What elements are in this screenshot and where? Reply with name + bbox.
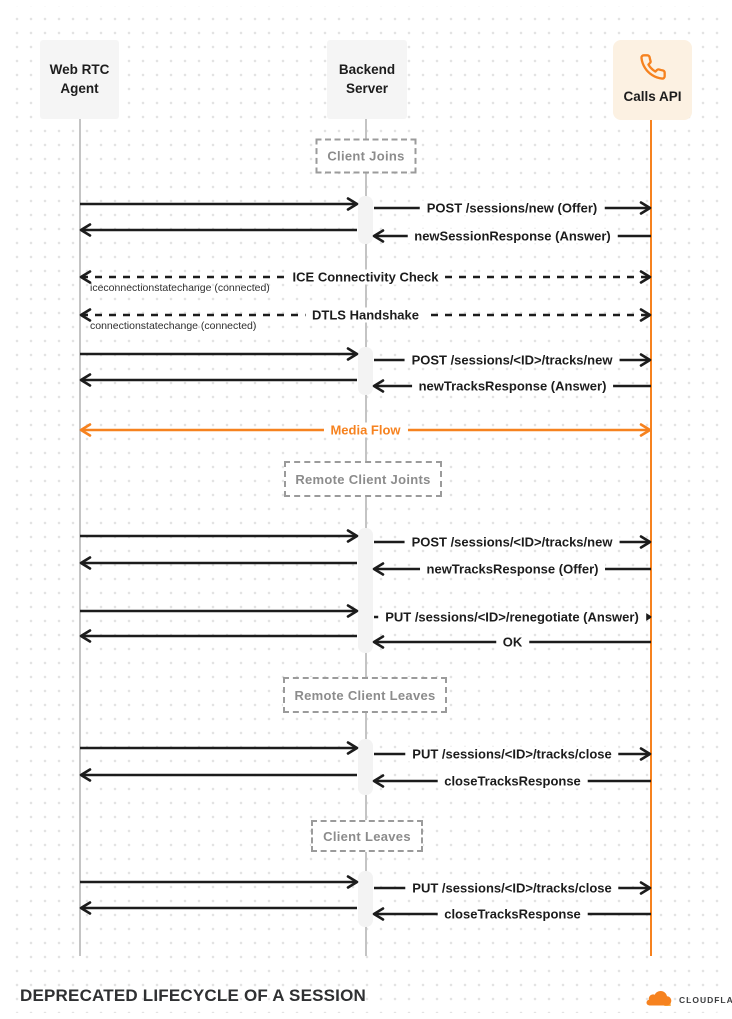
message-arrow <box>80 875 359 889</box>
section-label-box: Client Joins <box>315 138 417 174</box>
message-arrow <box>79 373 357 387</box>
actor-label: Backend Server <box>338 62 396 96</box>
message-arrow <box>80 347 359 361</box>
message-label: newSessionResponse (Answer) <box>407 228 618 244</box>
activation-bar <box>358 739 373 795</box>
actor-backend-server: Backend Server <box>327 40 407 119</box>
message-arrow <box>80 741 359 755</box>
message-label: closeTracksResponse <box>437 906 588 922</box>
activation-bar <box>358 347 373 395</box>
actor-webrtc-agent: Web RTC Agent <box>40 40 119 119</box>
message-label: PUT /sessions/<ID>/tracks/close <box>405 880 619 896</box>
actor-calls-api: Calls API <box>613 40 692 120</box>
actor-label: Calls API <box>623 89 682 105</box>
message-label: newTracksResponse (Offer) <box>419 561 606 577</box>
section-label-box: Client Leaves <box>311 820 423 852</box>
event-note: connectionstatechange (connected) <box>90 320 257 332</box>
cloudflare-cloud-icon <box>645 991 675 1008</box>
message-arrow <box>79 556 357 570</box>
message-arrow <box>79 768 357 782</box>
message-label: DTLS Handshake <box>305 307 426 323</box>
cloudflare-logo: CLOUDFLARE <box>645 991 732 1008</box>
message-label: PUT /sessions/<ID>/tracks/close <box>405 746 619 762</box>
message-label: OK <box>495 634 530 650</box>
message-label: POST /sessions/<ID>/tracks/new <box>404 534 620 550</box>
actor-label: Web RTC Agent <box>49 62 110 96</box>
message-label: ICE Connectivity Check <box>285 269 446 285</box>
phone-icon <box>639 53 667 81</box>
message-arrow <box>79 629 357 643</box>
message-arrow <box>79 901 357 915</box>
message-arrow <box>79 223 357 237</box>
message-label: Media Flow <box>323 422 408 438</box>
message-arrow <box>80 604 359 618</box>
message-label: PUT /sessions/<ID>/renegotiate (Answer) <box>378 609 646 625</box>
message-arrow <box>80 197 359 211</box>
message-label: newTracksResponse (Answer) <box>411 378 614 394</box>
message-label: POST /sessions/new (Offer) <box>419 200 605 216</box>
activation-bar <box>358 196 373 244</box>
cloudflare-wordmark: CLOUDFLARE <box>679 994 732 1005</box>
section-label-box: Remote Client Joints <box>284 461 442 497</box>
activation-bar <box>358 528 373 653</box>
section-label-box: Remote Client Leaves <box>283 677 447 713</box>
event-note: iceconnectionstatechange (connected) <box>90 282 270 294</box>
message-label: POST /sessions/<ID>/tracks/new <box>404 352 620 368</box>
message-label: closeTracksResponse <box>437 773 588 789</box>
activation-bar <box>358 871 373 927</box>
page-title: DEPRECATED LIFECYCLE OF A SESSION <box>20 986 367 1005</box>
message-arrow <box>80 529 359 543</box>
